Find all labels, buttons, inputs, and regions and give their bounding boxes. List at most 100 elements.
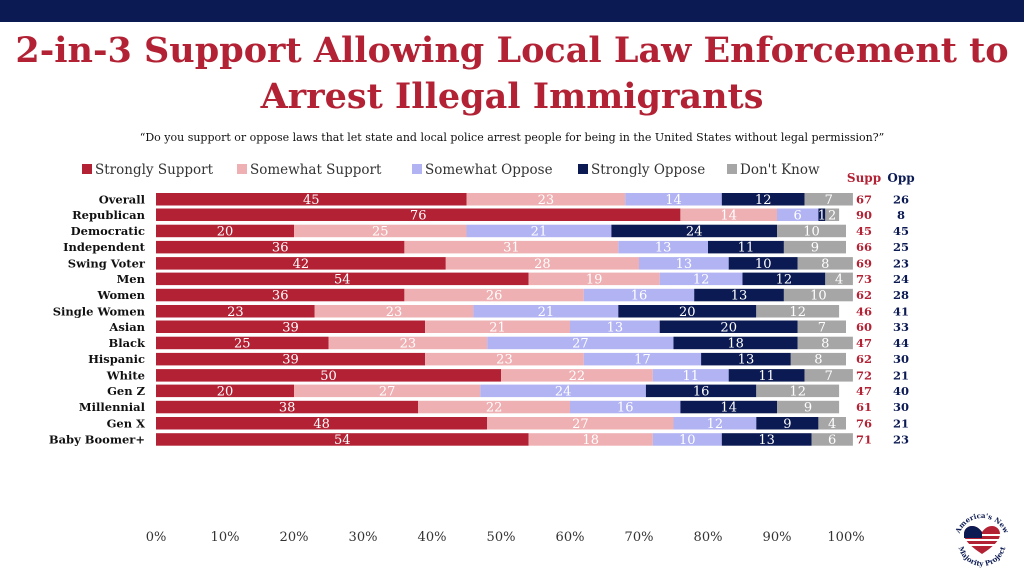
data-label-somewhat-support-white: 22: [569, 369, 586, 384]
legend-swatch-somewhat-oppose: [412, 164, 422, 174]
bar-segment-strongly-oppose-baby-boomer: [721, 433, 812, 446]
opp-total-overall: 26: [893, 192, 909, 206]
bar-segment-don-t-know-millennial: [777, 400, 840, 414]
data-label-strongly-support-independent: 36: [272, 241, 289, 256]
bar-segment-strongly-oppose-overall: [721, 193, 805, 206]
data-label-somewhat-support-independent: 31: [503, 241, 520, 256]
data-label-somewhat-support-democratic: 25: [372, 224, 389, 239]
bar-segment-strongly-support-hispanic: [156, 352, 426, 366]
row-label-independent: Independent: [63, 240, 146, 254]
bar-segment-don-t-know-men: [825, 272, 853, 286]
bar-segment-somewhat-support-baby-boomer: [528, 433, 653, 446]
bar-segment-somewhat-support-millennial: [418, 400, 570, 414]
data-label-strongly-support-hispanic: 39: [282, 353, 299, 368]
data-label-somewhat-oppose-hispanic: 17: [634, 353, 651, 368]
data-label-somewhat-oppose-republican: 6: [794, 208, 802, 223]
bar-segment-strongly-support-millennial: [156, 400, 419, 414]
bar-segment-strongly-support-single-women: [156, 305, 315, 318]
opp-total-democratic: 45: [893, 224, 909, 238]
bar-segment-somewhat-oppose-women: [583, 288, 695, 302]
row-label-democratic: Democratic: [71, 224, 145, 238]
data-label-don-t-know-hispanic: 8: [814, 353, 822, 368]
row-label-women: Women: [97, 288, 146, 302]
row-label-black: Black: [108, 336, 146, 350]
data-label-strongly-oppose-men: 12: [776, 272, 793, 287]
legend-label-strongly-support: Strongly Support: [95, 162, 214, 178]
bar-segment-strongly-oppose-swing-voter: [728, 257, 798, 270]
data-label-strongly-support-democratic: 20: [217, 224, 234, 239]
data-label-somewhat-oppose-gen-z: 24: [555, 384, 572, 399]
bar-segment-strongly-support-republican: [156, 208, 681, 221]
bar-segment-strongly-oppose-republican: [818, 208, 826, 221]
bar-segment-strongly-support-men: [156, 272, 529, 286]
supp-total-republican: 90: [856, 208, 872, 222]
bar-segment-somewhat-support-men: [528, 272, 660, 286]
opp-total-baby-boomer: 23: [893, 432, 909, 446]
data-label-strongly-support-gen-z: 20: [217, 384, 234, 399]
supp-column-header: Supp: [847, 171, 881, 185]
data-label-somewhat-oppose-baby-boomer: 10: [679, 433, 696, 448]
opp-total-gen-z: 40: [893, 384, 909, 398]
bar-segment-somewhat-support-asian: [425, 320, 570, 333]
bar-segment-strongly-support-overall: [156, 193, 467, 206]
bar-segment-strongly-oppose-men: [742, 272, 826, 286]
bar-segment-don-t-know-republican: [825, 208, 840, 221]
x-tick-1: 10%: [211, 530, 240, 545]
bar-segment-strongly-oppose-millennial: [680, 400, 777, 414]
bar-segment-somewhat-oppose-gen-x: [673, 417, 757, 430]
supp-total-swing-voter: 69: [856, 256, 872, 270]
bar-segment-strongly-oppose-independent: [708, 240, 784, 254]
america-new-majority-logo: America's New Majority Project: [953, 511, 1012, 568]
supp-total-baby-boomer: 71: [856, 432, 872, 446]
bar-segment-somewhat-support-gen-z: [294, 384, 481, 398]
bar-segment-strongly-oppose-asian: [659, 320, 798, 333]
bar-segment-somewhat-support-overall: [466, 193, 626, 206]
bar-segment-somewhat-oppose-republican: [777, 208, 819, 221]
bar-segment-somewhat-oppose-gen-z: [480, 384, 646, 398]
bar-segment-don-t-know-black: [797, 336, 853, 350]
data-label-somewhat-oppose-overall: 14: [665, 193, 682, 208]
data-label-somewhat-oppose-millennial: 16: [617, 401, 634, 416]
opp-total-swing-voter: 23: [893, 256, 909, 270]
row-label-baby-boomer: Baby Boomer+: [49, 432, 145, 446]
legend-label-somewhat-support: Somewhat Support: [250, 162, 382, 178]
row-label-republican: Republican: [72, 208, 146, 222]
data-label-don-t-know-baby-boomer: 6: [828, 433, 836, 448]
x-tick-8: 80%: [694, 530, 723, 545]
data-label-strongly-support-baby-boomer: 54: [334, 433, 351, 448]
data-label-somewhat-oppose-swing-voter: 13: [676, 257, 693, 272]
bar-segment-somewhat-oppose-white: [652, 369, 729, 382]
bar-segment-strongly-support-swing-voter: [156, 257, 446, 270]
supp-total-women: 62: [856, 288, 872, 302]
bar-segment-somewhat-oppose-asian: [570, 320, 660, 333]
data-label-strongly-support-millennial: 38: [279, 401, 296, 416]
data-label-don-t-know-gen-x: 4: [828, 417, 836, 432]
data-label-don-t-know-men: 4: [835, 272, 843, 287]
data-label-don-t-know-millennial: 9: [804, 401, 812, 416]
data-label-don-t-know-gen-z: 12: [789, 384, 806, 399]
bar-segment-somewhat-support-white: [501, 369, 653, 382]
x-tick-3: 30%: [349, 530, 378, 545]
data-label-don-t-know-democratic: 10: [803, 224, 820, 239]
data-label-don-t-know-independent: 9: [811, 241, 819, 256]
data-label-strongly-support-overall: 45: [303, 193, 320, 208]
legend-swatch-strongly-support: [82, 164, 92, 174]
data-label-strongly-oppose-democratic: 24: [686, 224, 703, 239]
bar-segment-strongly-oppose-single-women: [618, 305, 757, 318]
bar-segment-somewhat-support-women: [404, 288, 584, 302]
data-label-strongly-oppose-millennial: 14: [720, 401, 737, 416]
opp-total-gen-x: 21: [893, 416, 909, 430]
bar-segment-somewhat-oppose-millennial: [570, 400, 681, 414]
supp-total-independent: 66: [856, 240, 872, 254]
bar-segment-don-t-know-overall: [804, 193, 853, 206]
bar-segment-somewhat-support-swing-voter: [445, 257, 639, 270]
bar-segment-don-t-know-swing-voter: [797, 257, 853, 270]
data-label-strongly-support-swing-voter: 42: [293, 257, 310, 272]
supp-total-gen-z: 47: [856, 384, 872, 398]
bar-segment-strongly-oppose-women: [694, 288, 784, 302]
supp-total-gen-x: 76: [856, 416, 872, 430]
data-label-somewhat-oppose-black: 27: [572, 336, 589, 351]
bar-segment-strongly-support-democratic: [156, 224, 294, 238]
supp-total-overall: 67: [856, 192, 872, 206]
